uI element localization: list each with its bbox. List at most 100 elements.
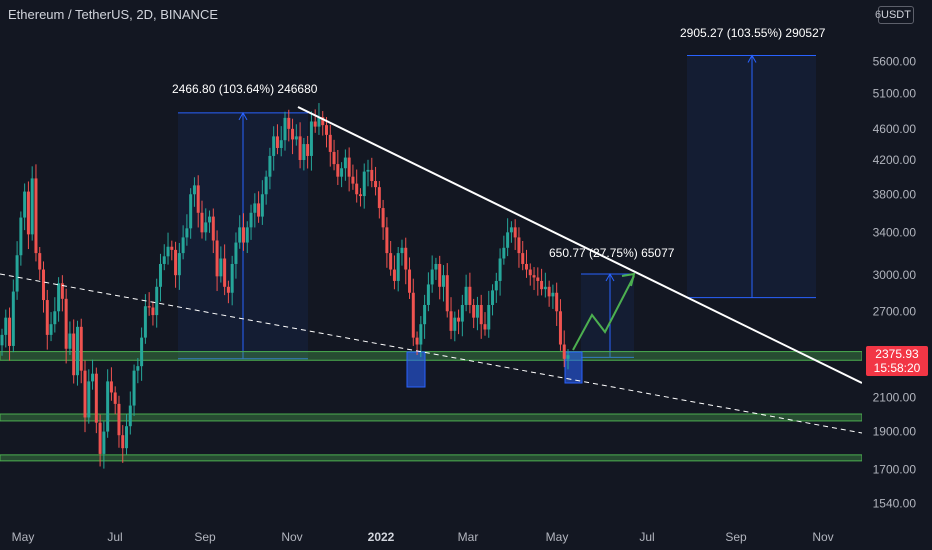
candles xyxy=(0,103,570,469)
candle-body xyxy=(113,392,117,404)
candle-body xyxy=(196,185,200,213)
candle-body xyxy=(294,136,298,140)
candle-body xyxy=(155,286,159,316)
measure-arrow-head xyxy=(605,273,615,282)
time-axis[interactable]: May Jul Sep Nov 2022 Mar May Jul Sep Nov xyxy=(12,530,834,544)
candle-body xyxy=(336,164,340,177)
candle-body xyxy=(166,246,170,257)
candle-body xyxy=(423,304,427,325)
candle-body xyxy=(426,284,430,305)
candle-body xyxy=(174,249,178,276)
candle-body xyxy=(226,286,230,293)
x-tick-label: May xyxy=(546,530,569,544)
candle-body xyxy=(494,280,498,291)
candle-body xyxy=(411,292,415,338)
x-tick-label: Jul xyxy=(639,530,654,544)
candle-body xyxy=(498,258,502,281)
y-tick-label: 5600.00 xyxy=(873,55,917,69)
x-tick-label: May xyxy=(12,530,35,544)
measure-arrow-head xyxy=(238,111,248,121)
candle-body xyxy=(264,176,268,195)
candle-body xyxy=(536,277,540,281)
candle-body xyxy=(558,311,562,345)
candle-body xyxy=(204,222,208,233)
support-zone xyxy=(0,351,863,361)
symbol-title[interactable]: Ethereum / TetherUS, 2D, BINANCE xyxy=(8,7,219,22)
candle-body xyxy=(415,337,419,345)
candle-body xyxy=(325,125,329,135)
candle-body xyxy=(125,426,129,449)
candle-body xyxy=(234,242,238,264)
candle-body xyxy=(532,275,536,278)
candle-body xyxy=(26,191,30,235)
candle-body xyxy=(283,117,287,141)
candle-body xyxy=(132,370,136,406)
candle-body xyxy=(483,324,487,330)
candle-body xyxy=(249,212,253,228)
candle-body xyxy=(298,136,302,160)
candle-body xyxy=(521,253,525,264)
candle-body xyxy=(479,304,483,325)
candle-body xyxy=(389,253,393,270)
candle-body xyxy=(434,263,438,270)
y-tick-label: 1540.00 xyxy=(873,497,917,511)
candle-body xyxy=(34,178,38,254)
candle-body xyxy=(377,187,381,209)
candle-body xyxy=(340,168,344,177)
x-tick-label: Sep xyxy=(194,530,216,544)
candle-body xyxy=(321,117,325,126)
candle-body xyxy=(385,227,389,254)
candle-body xyxy=(506,232,510,248)
candle-body xyxy=(106,381,110,432)
candle-body xyxy=(430,269,434,285)
candle-body xyxy=(524,263,528,270)
y-tick-label: 1700.00 xyxy=(873,463,917,477)
candle-body xyxy=(460,304,464,322)
candle-body xyxy=(219,258,223,277)
candle-body xyxy=(419,324,423,345)
candle-body xyxy=(257,203,261,217)
candle-body xyxy=(87,381,91,418)
candle-body xyxy=(509,227,513,233)
candle-body xyxy=(57,283,61,312)
candle-body xyxy=(502,247,506,259)
candle-body xyxy=(272,136,276,156)
candle-body xyxy=(177,253,181,276)
candle-body xyxy=(117,403,121,436)
measure-box-fill xyxy=(581,274,634,358)
candle-body xyxy=(464,286,468,305)
candle-body xyxy=(8,317,12,346)
projection-arrow-head xyxy=(621,272,636,287)
candle-body xyxy=(211,216,215,241)
currency-prefix: 6 xyxy=(875,9,882,21)
candle-body xyxy=(438,263,442,287)
candle-body xyxy=(404,247,408,270)
descending-trendline xyxy=(297,106,863,384)
bar-countdown: 15:58:20 xyxy=(873,361,921,375)
candle-body xyxy=(4,317,8,335)
price-axis[interactable]: 5600.00 5100.00 4600.00 4200.00 3800.00 3400.… xyxy=(862,0,932,550)
candle-body xyxy=(513,227,517,238)
candle-body xyxy=(540,280,544,290)
y-tick-label: 4600.00 xyxy=(873,122,917,136)
candle-body xyxy=(189,194,193,229)
candle-body xyxy=(151,307,155,316)
candle-body xyxy=(200,212,204,233)
candle-body xyxy=(64,298,68,349)
y-tick-label: 4200.00 xyxy=(873,153,917,167)
candle-body xyxy=(238,227,242,243)
currency-badge[interactable]: 6 USDT xyxy=(875,6,914,24)
candle-body xyxy=(79,326,83,371)
lower-dashed-trendline xyxy=(0,273,863,434)
x-tick-label: Nov xyxy=(281,530,302,544)
candle-body xyxy=(279,140,283,148)
candle-body xyxy=(291,128,295,140)
candle-body xyxy=(453,317,457,331)
candle-body xyxy=(42,269,46,301)
candle-body xyxy=(140,337,144,367)
candle-body xyxy=(358,194,362,197)
candle-body xyxy=(313,121,317,127)
measure-label: 2466.80 (103.64%) 246680 xyxy=(172,82,318,96)
candle-body xyxy=(147,306,151,308)
